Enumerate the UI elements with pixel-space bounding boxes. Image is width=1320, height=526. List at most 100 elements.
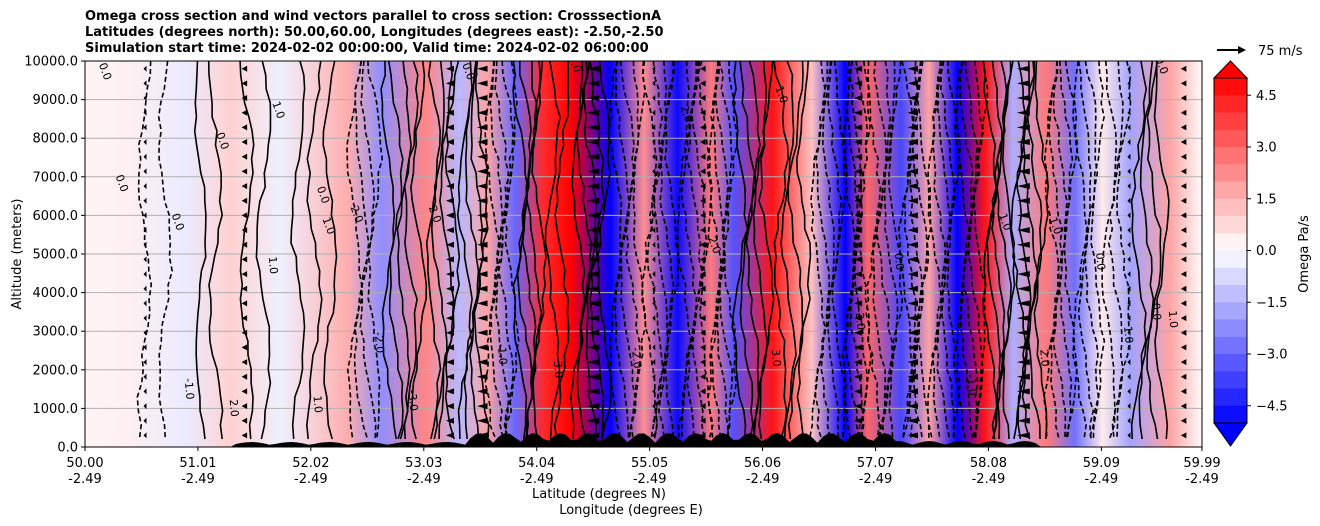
wind-vector — [854, 168, 863, 175]
wind-vector — [445, 417, 454, 424]
wind-vector — [1016, 124, 1030, 131]
contour-line — [641, 61, 658, 440]
wind-vector — [1180, 197, 1187, 204]
wind-vector — [1016, 329, 1030, 336]
contour-label: 1.0 — [996, 211, 1014, 232]
wind-vector — [907, 432, 918, 439]
wind-vector — [143, 417, 147, 424]
contour-label: 0.0 — [96, 61, 114, 82]
wind-vector — [477, 183, 488, 190]
contour-line — [396, 61, 412, 440]
wind-vector — [652, 315, 656, 322]
contour-line — [911, 61, 928, 440]
wind-vector — [652, 168, 656, 175]
wind-vector — [241, 300, 248, 307]
wind-vector — [1127, 227, 1131, 234]
x-tick-label-lon: -2.49 — [407, 472, 441, 487]
y-tick-label: 9000.0 — [33, 93, 79, 108]
wind-vector — [586, 403, 600, 410]
wind-vector — [241, 241, 248, 248]
colorbar-band — [1214, 164, 1247, 182]
contour-line — [497, 61, 515, 440]
wind-vector — [445, 65, 454, 72]
wind-vector — [445, 80, 454, 87]
wind-vector — [854, 183, 863, 190]
wind-vector — [241, 388, 248, 395]
wind-vector — [241, 256, 248, 263]
wind-vector — [143, 271, 147, 278]
y-tick-label: 10000.0 — [24, 55, 78, 70]
wind-vector — [586, 344, 600, 351]
wind-vector — [854, 388, 863, 395]
y-tick-label: 0.0 — [57, 441, 78, 456]
wind-vector — [1127, 417, 1131, 424]
wind-vector — [477, 153, 488, 160]
wind-vector — [1016, 153, 1030, 160]
wind-vector — [907, 168, 918, 175]
y-tick-label: 2000.0 — [33, 363, 79, 378]
x-tick-label-lat: 56.06 — [744, 456, 781, 471]
wind-vector — [854, 95, 863, 102]
wind-vector — [1016, 227, 1030, 234]
contour-line — [531, 61, 547, 440]
colorbar-tick-label: −4.5 — [1256, 399, 1288, 414]
contour-line — [207, 61, 224, 440]
colorbar-tick-label: 4.5 — [1256, 89, 1277, 104]
wind-vector — [445, 329, 454, 336]
wind-vector — [652, 271, 656, 278]
colorbar-band — [1214, 250, 1247, 268]
wind-vector — [445, 432, 454, 439]
wind-vector — [241, 80, 248, 87]
contour-line — [576, 61, 593, 440]
wind-vector — [143, 212, 147, 219]
wind-vector — [143, 344, 147, 351]
wind-vector — [907, 241, 918, 248]
wind-vector — [1180, 300, 1187, 307]
x-tick-label-lat: 54.04 — [518, 456, 555, 471]
wind-vector — [1180, 95, 1187, 102]
y-tick-label: 3000.0 — [33, 325, 79, 340]
contour-line — [607, 61, 623, 440]
wind-vector — [1180, 344, 1187, 351]
wind-vector — [854, 197, 863, 204]
x-tick-label-lon: -2.49 — [972, 472, 1006, 487]
colorbar-tick-label: −1.5 — [1256, 296, 1288, 311]
wind-vector — [1127, 359, 1131, 366]
wind-vector — [477, 197, 488, 204]
wind-vector — [854, 417, 863, 424]
wind-vector — [854, 344, 863, 351]
contour-label: -2.0 — [629, 347, 644, 370]
wind-vector — [1016, 95, 1030, 102]
chart-title-line-3: Simulation start time: 2024-02-02 00:00:… — [85, 41, 649, 56]
contour-label: -3.0 — [405, 389, 420, 412]
contour-line — [322, 61, 338, 440]
wind-vector — [907, 403, 918, 410]
contour-label: 1.0 — [266, 256, 280, 275]
wind-vector — [445, 227, 454, 234]
contour-line — [982, 61, 998, 440]
wind-vector — [241, 212, 248, 219]
wind-vector — [1180, 241, 1187, 248]
quiver-key-arrowhead — [1238, 46, 1246, 54]
wind-vector — [1016, 197, 1030, 204]
wind-vector — [477, 417, 488, 424]
wind-vector — [241, 271, 248, 278]
wind-vector — [143, 153, 147, 160]
wind-vector — [1127, 241, 1131, 248]
contour-label: 1.0 — [1166, 310, 1180, 329]
contour-line — [239, 61, 255, 440]
wind-vector — [907, 95, 918, 102]
wind-vector — [652, 139, 656, 146]
wind-vector — [907, 109, 918, 116]
contour-line — [1063, 61, 1079, 440]
contour-label: 0.0 — [1149, 302, 1163, 321]
wind-vector — [586, 329, 600, 336]
contour-line — [346, 61, 363, 440]
contour-line — [589, 61, 605, 440]
wind-vector — [1127, 65, 1131, 72]
wind-vector — [1180, 153, 1187, 160]
wind-vector — [1180, 271, 1187, 278]
wind-vector — [1016, 285, 1030, 292]
contour-line — [1033, 61, 1050, 440]
contour-line — [193, 61, 207, 440]
